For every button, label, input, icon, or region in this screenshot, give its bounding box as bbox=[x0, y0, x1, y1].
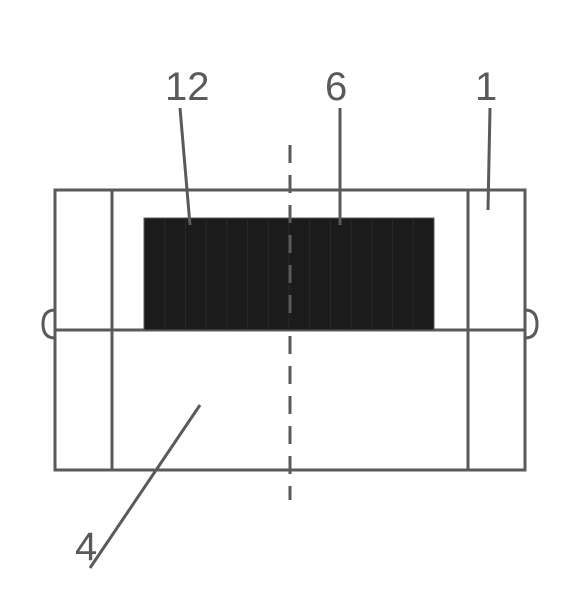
right-lug bbox=[525, 310, 537, 338]
left-lug bbox=[43, 310, 55, 338]
label-1-text: 1 bbox=[475, 65, 497, 109]
label-6-text: 6 bbox=[325, 65, 347, 109]
label-12-leader bbox=[180, 108, 190, 225]
label-4-text: 4 bbox=[75, 525, 97, 569]
label-1-leader bbox=[488, 108, 490, 210]
label-12-text: 12 bbox=[165, 65, 210, 109]
label-4-leader bbox=[90, 405, 200, 568]
